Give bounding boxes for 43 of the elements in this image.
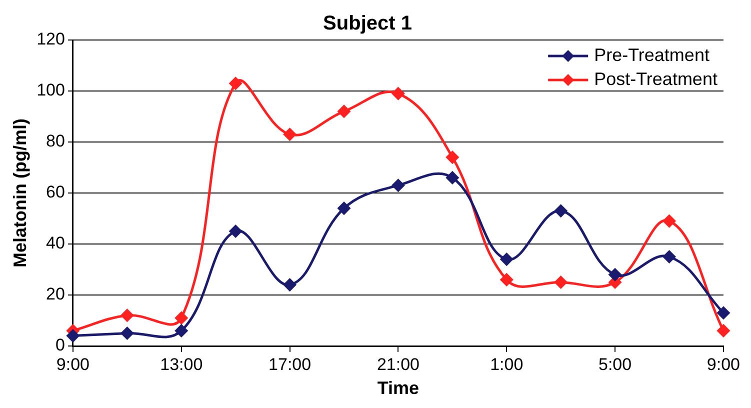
- x-tick-label: 17:00: [268, 354, 312, 374]
- y-tick-label: 60: [46, 182, 65, 202]
- x-tick-label: 9:00: [706, 354, 740, 374]
- point: [446, 171, 459, 184]
- y-tick-label: 120: [36, 30, 65, 49]
- point: [120, 327, 134, 340]
- point: [554, 276, 568, 288]
- x-tick-label: 1:00: [490, 354, 524, 374]
- chart-title: Subject 1: [323, 12, 412, 35]
- point: [175, 312, 188, 324]
- point: [66, 330, 80, 342]
- y-tick-label: 0: [55, 336, 65, 355]
- y-tick-label: 40: [46, 234, 65, 253]
- y-tick-label: 20: [46, 284, 65, 304]
- point: [717, 306, 730, 320]
- point: [392, 179, 404, 192]
- y-axis-title: Melatonin (pg/ml): [10, 118, 30, 268]
- point: [229, 77, 242, 90]
- x-tick-label: 21:00: [376, 354, 420, 374]
- point: [120, 309, 134, 322]
- point: [392, 87, 404, 100]
- point: [338, 202, 350, 215]
- point: [284, 128, 296, 141]
- point: [554, 204, 568, 218]
- point: [446, 151, 459, 164]
- point: [500, 273, 513, 286]
- x-tick-label: 9:00: [56, 354, 90, 374]
- x-tick-label: 13:00: [160, 354, 203, 374]
- point: [663, 214, 676, 228]
- x-axis-title: Time: [377, 378, 420, 398]
- y-tick-label: 100: [36, 80, 65, 100]
- legend-label: Pre-Treatment: [594, 44, 710, 65]
- point: [717, 324, 730, 337]
- legend-label: Post-Treatment: [594, 68, 718, 89]
- point: [229, 225, 242, 238]
- point: [500, 253, 513, 266]
- point: [338, 105, 350, 118]
- x-tick-label: 5:00: [598, 354, 632, 374]
- point: [608, 268, 622, 281]
- y-tick-label: 80: [46, 132, 65, 151]
- point: [284, 278, 296, 292]
- point: [175, 324, 188, 337]
- point: [663, 250, 676, 263]
